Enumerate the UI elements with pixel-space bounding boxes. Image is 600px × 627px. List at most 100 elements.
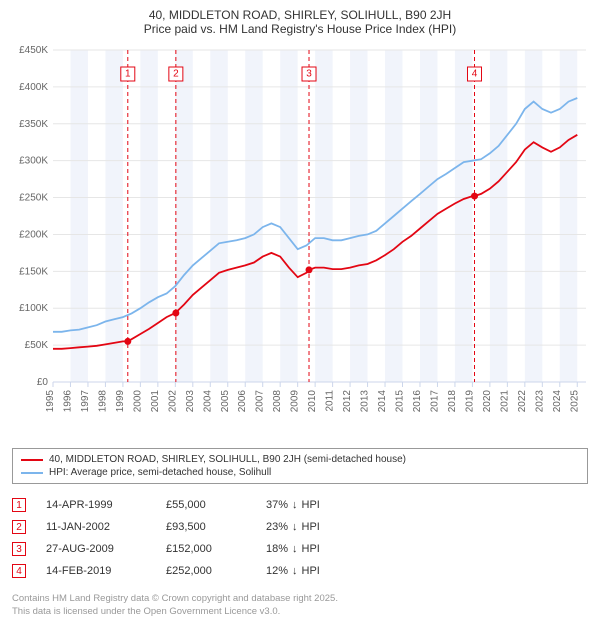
event-num-box: 4 [12,564,26,578]
y-tick-label: £300K [19,156,48,167]
sale-point [124,338,131,345]
sale-point [172,310,179,317]
y-tick-label: £400K [19,82,48,93]
x-tick-label: 2023 [534,390,545,413]
chart-svg: £0£50K£100K£150K£200K£250K£300K£350K£400… [8,42,592,442]
x-tick-label: 1996 [62,390,73,413]
chart-subtitle: Price paid vs. HM Land Registry's House … [8,22,592,36]
x-tick-label: 2005 [220,390,231,413]
year-band [490,50,507,382]
sale-point [306,266,313,273]
event-marker-num: 3 [306,69,312,80]
event-diff-suffix: HPI [302,543,320,555]
legend-row: 40, MIDDLETON ROAD, SHIRLEY, SOLIHULL, B… [21,453,579,466]
event-num-box: 1 [12,498,26,512]
year-band [315,50,332,382]
event-price: £93,500 [166,521,246,533]
sale-point [471,193,478,200]
x-tick-label: 2010 [307,390,318,413]
legend-swatch [21,472,43,474]
x-tick-label: 2011 [325,390,336,412]
event-marker-num: 1 [125,69,131,80]
credits: Contains HM Land Registry data © Crown c… [12,592,588,619]
event-row: 4 14-FEB-2019 £252,000 12% ↓ HPI [12,560,588,582]
plot-area: £0£50K£100K£150K£200K£250K£300K£350K£400… [8,42,592,442]
x-tick-label: 1998 [97,390,108,413]
event-diff-pct: 12% [266,565,288,577]
x-tick-label: 2000 [132,390,143,413]
credits-line1: Contains HM Land Registry data © Crown c… [12,592,588,605]
x-tick-label: 2019 [464,390,475,413]
x-tick-label: 2021 [499,390,510,413]
event-date: 11-JAN-2002 [46,521,146,533]
x-tick-label: 2022 [517,390,528,413]
x-tick-label: 2025 [569,390,580,413]
event-diff-suffix: HPI [302,565,320,577]
credits-line2: This data is licensed under the Open Gov… [12,605,588,618]
x-tick-label: 2004 [202,390,213,413]
event-num-box: 2 [12,520,26,534]
y-tick-label: £0 [37,377,49,388]
year-band [455,50,472,382]
year-band [280,50,297,382]
arrow-down-icon: ↓ [292,499,298,511]
legend: 40, MIDDLETON ROAD, SHIRLEY, SOLIHULL, B… [12,448,588,484]
x-tick-label: 2002 [167,390,178,413]
legend-row: HPI: Average price, semi-detached house,… [21,466,579,479]
x-tick-label: 2003 [185,390,196,413]
event-row: 3 27-AUG-2009 £152,000 18% ↓ HPI [12,538,588,560]
chart-title: 40, MIDDLETON ROAD, SHIRLEY, SOLIHULL, B… [8,8,592,22]
year-band [175,50,192,382]
year-band [350,50,367,382]
x-tick-label: 1999 [115,390,126,413]
event-diff-pct: 18% [266,543,288,555]
x-tick-label: 1995 [45,390,56,413]
event-diff-suffix: HPI [302,499,320,511]
year-band [70,50,87,382]
event-diff: 37% ↓ HPI [266,499,320,511]
legend-swatch [21,459,43,461]
year-band [210,50,227,382]
arrow-down-icon: ↓ [292,543,298,555]
event-diff-pct: 23% [266,521,288,533]
event-diff-pct: 37% [266,499,288,511]
x-tick-label: 2009 [290,390,301,413]
y-tick-label: £350K [19,119,48,130]
x-tick-label: 2024 [552,390,563,413]
event-price: £252,000 [166,565,246,577]
x-tick-label: 2007 [255,390,266,413]
event-diff: 23%↓HPI [266,521,320,533]
event-date: 14-FEB-2019 [46,565,146,577]
x-tick-label: 2020 [482,390,493,413]
y-tick-label: £150K [19,266,48,277]
x-tick-label: 2006 [237,390,248,413]
y-tick-label: £250K [19,193,48,204]
year-band [525,50,542,382]
event-diff: 12% ↓ HPI [266,565,320,577]
event-price: £152,000 [166,543,246,555]
arrow-down-icon: ↓ [292,521,298,533]
x-tick-label: 2013 [360,390,371,413]
x-tick-label: 2012 [342,390,353,413]
event-date: 14-APR-1999 [46,499,146,511]
x-tick-label: 2015 [395,390,406,413]
arrow-down-icon: ↓ [292,565,298,577]
event-marker-num: 2 [173,69,179,80]
x-tick-label: 2001 [150,390,161,413]
chart-container: 40, MIDDLETON ROAD, SHIRLEY, SOLIHULL, B… [0,0,600,627]
x-tick-label: 2016 [412,390,423,413]
event-num-box: 3 [12,542,26,556]
x-tick-label: 2018 [447,390,458,413]
x-tick-label: 2017 [429,390,440,413]
event-date: 27-AUG-2009 [46,543,146,555]
x-tick-label: 1997 [80,390,91,413]
y-tick-label: £450K [19,45,48,56]
events-table: 1 14-APR-1999 £55,000 37% ↓ HPI 2 11-JAN-2002 £9… [12,494,588,582]
event-diff: 18% ↓ HPI [266,543,320,555]
year-band [245,50,262,382]
y-tick-label: £200K [19,229,48,240]
year-band [105,50,122,382]
x-tick-label: 2008 [272,390,283,413]
y-tick-label: £50K [25,340,49,351]
event-price: £55,000 [166,499,246,511]
